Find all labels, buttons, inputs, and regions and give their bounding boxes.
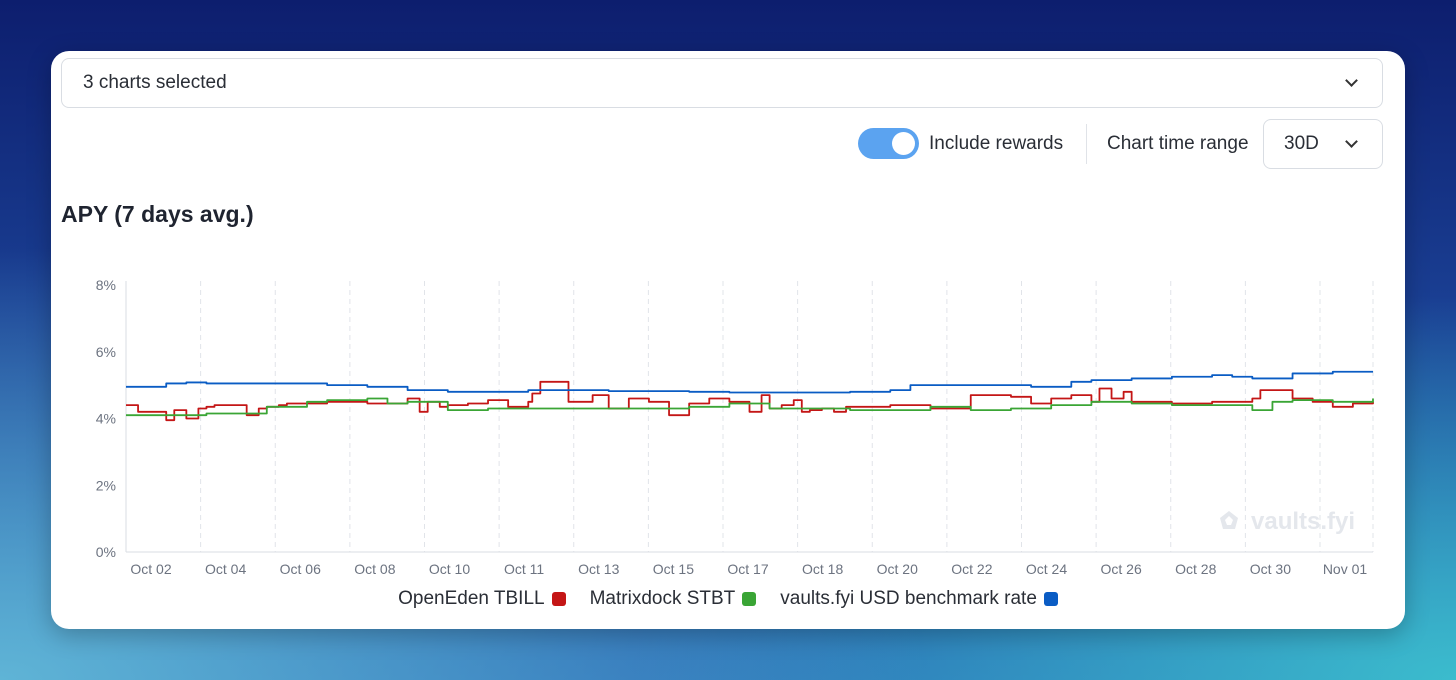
x-axis: Oct 02 Oct 04 Oct 06 Oct 08 Oct 10 Oct 11 Oct … — [130, 561, 1367, 577]
x-tick-label: Oct 13 — [578, 561, 619, 577]
time-range-value: 30D — [1284, 133, 1319, 154]
x-tick-label: Oct 30 — [1250, 561, 1291, 577]
watermark-text: vaults.fyi — [1251, 508, 1355, 535]
chart-series — [126, 370, 1374, 422]
x-tick-label: Oct 17 — [727, 561, 768, 577]
legend-label-stbt: Matrixdock STBT — [589, 588, 736, 609]
y-tick-label: 4% — [96, 411, 116, 427]
chart-selector-dropdown[interactable]: 3 charts selected — [61, 58, 1383, 108]
x-tick-label: Oct 04 — [205, 561, 246, 577]
chart-title: APY (7 days avg.) — [61, 201, 254, 227]
legend-item-stbt[interactable]: Matrixdock STBT — [590, 588, 757, 610]
legend-swatch-tbill — [551, 592, 566, 606]
y-tick-label: 6% — [96, 344, 116, 360]
legend-swatch-stbt — [742, 592, 757, 606]
x-tick-label: Oct 20 — [877, 561, 918, 577]
legend-label-tbill: OpenEden TBILL — [398, 588, 545, 609]
series-line-stbt — [126, 397, 1374, 417]
controls-divider — [1086, 124, 1087, 164]
series-line-benchmark — [126, 370, 1373, 394]
chart-legend: OpenEden TBILL Matrixdock STBT vaults.fy… — [51, 588, 1405, 610]
y-axis: 0% 2% 4% 6% 8% — [96, 277, 116, 560]
legend-label-benchmark: vaults.fyi USD benchmark rate — [780, 588, 1037, 609]
x-tick-label: Oct 11 — [504, 561, 544, 577]
chart-grid — [125, 281, 1374, 553]
time-range-dropdown[interactable]: 30D — [1263, 119, 1383, 169]
x-tick-label: Oct 08 — [354, 561, 395, 577]
x-tick-label: Oct 22 — [951, 561, 992, 577]
vaults-logo-icon — [1220, 511, 1238, 529]
include-rewards-toggle[interactable] — [858, 128, 919, 159]
y-tick-label: 0% — [96, 544, 116, 560]
watermark: vaults.fyi — [1220, 508, 1355, 535]
legend-item-tbill[interactable]: OpenEden TBILL — [398, 588, 566, 610]
x-tick-label: Oct 26 — [1101, 561, 1142, 577]
y-tick-label: 2% — [96, 477, 116, 493]
x-tick-label: Oct 10 — [429, 561, 470, 577]
x-tick-label: Oct 24 — [1026, 561, 1067, 577]
x-tick-label: Nov 01 — [1323, 561, 1368, 577]
x-tick-label: Oct 18 — [802, 561, 843, 577]
apy-line-chart: 0% 2% 4% 6% 8% Oct 02 Oct 04 Oct 06 Oct 08 Oct 1… — [96, 277, 1374, 577]
toggle-knob — [892, 132, 915, 155]
y-tick-label: 8% — [96, 277, 116, 293]
time-range-label: Chart time range — [1107, 133, 1249, 154]
chart-selector-label: 3 charts selected — [83, 72, 227, 93]
include-rewards-label: Include rewards — [929, 133, 1064, 154]
x-tick-label: Oct 06 — [280, 561, 321, 577]
series-line-tbill — [126, 380, 1374, 422]
x-tick-label: Oct 02 — [130, 561, 171, 577]
legend-swatch-benchmark — [1043, 592, 1058, 606]
legend-item-benchmark[interactable]: vaults.fyi USD benchmark rate — [780, 588, 1058, 610]
x-tick-label: Oct 15 — [653, 561, 694, 577]
x-tick-label: Oct 28 — [1175, 561, 1216, 577]
chart-card: 3 charts selected Include rewards Chart … — [51, 51, 1405, 629]
